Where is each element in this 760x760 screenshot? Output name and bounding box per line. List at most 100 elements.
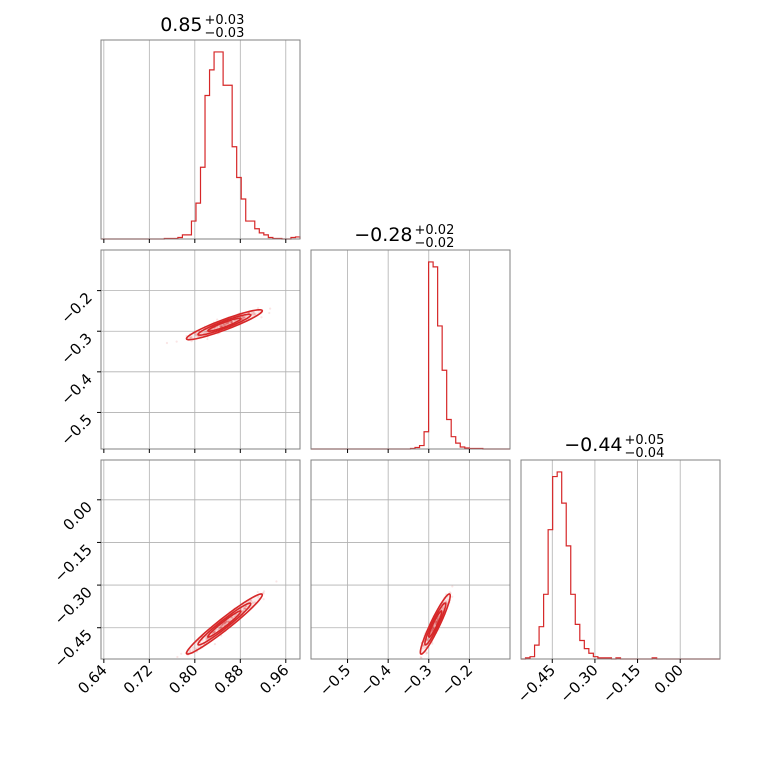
sample-point xyxy=(437,615,440,619)
sample-point xyxy=(223,622,226,625)
sample-point xyxy=(192,649,195,652)
sample-point xyxy=(436,617,440,620)
x-tick-label: −0.30 xyxy=(557,661,602,706)
histogram-series xyxy=(521,471,720,660)
sample-point xyxy=(219,625,222,629)
sample-point xyxy=(203,330,206,333)
sample-point xyxy=(188,649,192,652)
sample-point xyxy=(262,590,266,593)
title-value: 0.85 xyxy=(160,14,202,36)
sample-point xyxy=(225,322,228,326)
y-tick-label: −0.4 xyxy=(57,370,95,408)
histogram-series xyxy=(101,51,301,240)
sample-point xyxy=(220,626,223,629)
sample-point xyxy=(224,621,227,625)
sample-point xyxy=(252,312,256,315)
title-plus-error: +0.02 xyxy=(415,223,455,238)
sample-point xyxy=(432,626,435,630)
x-tick-label: −0.4 xyxy=(356,661,394,699)
x-tick-label: 0.88 xyxy=(211,661,247,697)
sample-point xyxy=(432,627,435,630)
sample-point xyxy=(213,630,216,634)
sample-point xyxy=(230,320,234,324)
sample-point xyxy=(230,320,233,324)
histogram-series xyxy=(311,261,510,450)
sample-point xyxy=(252,313,256,316)
sample-point xyxy=(243,607,247,610)
panel-frame xyxy=(100,459,301,660)
sample-point xyxy=(245,605,248,608)
sample-point xyxy=(188,650,192,653)
x-tick-label: 0.72 xyxy=(120,661,156,697)
sample-point xyxy=(223,323,227,327)
title-minus-error: −0.04 xyxy=(625,446,665,461)
sample-point xyxy=(216,318,219,321)
sample-point xyxy=(213,630,216,633)
sample-point xyxy=(224,323,228,326)
sample-point xyxy=(245,605,248,608)
sample-point xyxy=(227,619,230,622)
sample-point xyxy=(243,316,246,319)
sample-point xyxy=(225,322,228,325)
sample-point xyxy=(223,623,226,626)
sample-point xyxy=(249,600,252,603)
sample-point xyxy=(190,335,193,339)
sample-point xyxy=(431,627,435,630)
sample-point xyxy=(205,329,208,332)
sample-point xyxy=(194,333,197,336)
sample-point xyxy=(242,607,246,611)
sample-point xyxy=(226,620,229,623)
sample-point xyxy=(441,607,444,610)
sample-point xyxy=(256,595,260,599)
sample-point xyxy=(226,321,229,324)
sample-point xyxy=(441,606,444,610)
sample-point xyxy=(230,321,233,324)
density-contour xyxy=(427,610,443,638)
title-value: −0.44 xyxy=(564,434,622,456)
sample-point xyxy=(219,325,222,328)
sample-point xyxy=(256,590,259,594)
sample-point xyxy=(254,312,257,315)
sample-point xyxy=(432,625,436,628)
sample-point xyxy=(223,324,226,327)
sample-point xyxy=(436,618,439,621)
y-tick-label: −0.3 xyxy=(57,329,95,367)
sample-point xyxy=(426,639,429,642)
density-contour xyxy=(185,593,264,655)
sample-point xyxy=(430,630,433,633)
sample-point xyxy=(206,337,209,341)
density-contour xyxy=(419,593,452,655)
sample-point xyxy=(217,626,220,629)
sample-point xyxy=(219,324,222,327)
sample-point xyxy=(189,336,192,339)
grid-lines xyxy=(311,460,510,659)
panel-frame xyxy=(520,459,721,660)
sample-point xyxy=(268,311,271,315)
sample-point xyxy=(225,620,228,623)
sample-point xyxy=(251,313,254,316)
sample-point xyxy=(451,585,454,588)
sample-point xyxy=(190,340,193,343)
sample-point xyxy=(430,630,433,634)
sample-point xyxy=(242,316,245,319)
sample-point xyxy=(188,336,191,339)
sample-point xyxy=(445,600,448,603)
density-contour xyxy=(197,602,252,646)
sample-point xyxy=(212,631,216,634)
sample-point xyxy=(204,636,207,639)
sample-point xyxy=(230,616,233,620)
sample-point xyxy=(269,307,272,310)
y-tick-label: −0.5 xyxy=(57,411,95,449)
y-tick-label: −0.15 xyxy=(51,541,96,586)
sample-point xyxy=(220,624,224,627)
sample-point xyxy=(431,642,434,645)
sample-point xyxy=(275,580,278,583)
sample-point xyxy=(190,336,193,339)
x-tick-label: −0.2 xyxy=(438,661,476,699)
sample-point xyxy=(425,651,429,654)
sample-point xyxy=(175,340,178,343)
sample-point xyxy=(432,626,435,630)
sample-point xyxy=(241,316,245,319)
sample-point xyxy=(435,619,439,622)
sample-point xyxy=(230,321,233,324)
